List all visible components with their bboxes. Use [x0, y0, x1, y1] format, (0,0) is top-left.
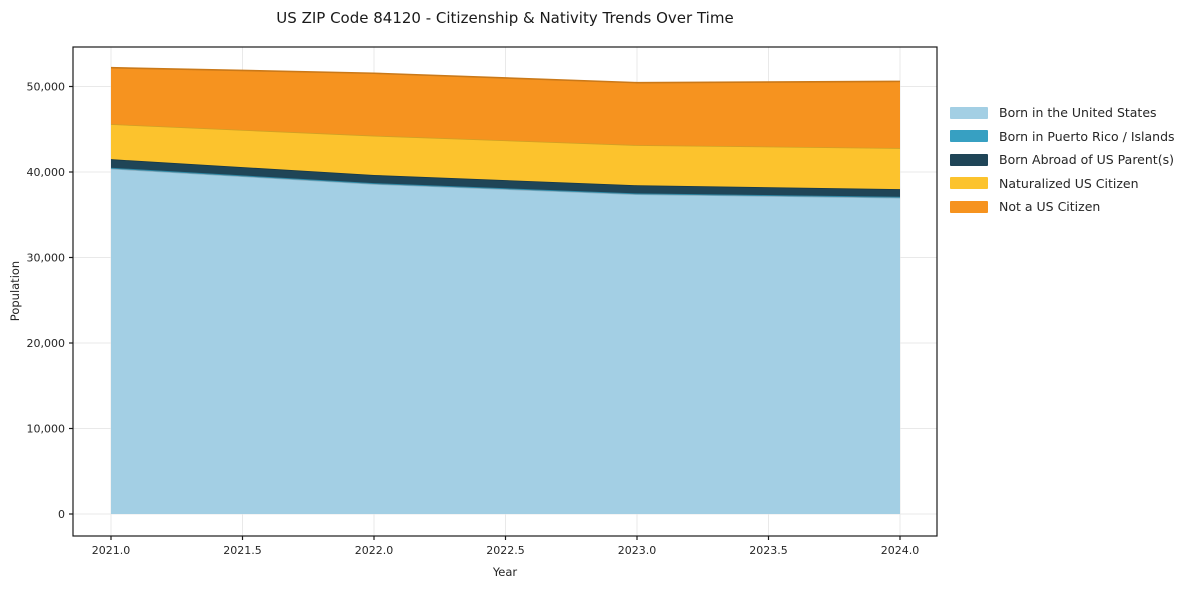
legend-label: Naturalized US Citizen: [999, 175, 1139, 191]
x-tick-label: 2021.5: [223, 544, 262, 557]
x-tick-label: 2021.0: [92, 544, 131, 557]
chart-title: US ZIP Code 84120 - Citizenship & Nativi…: [276, 9, 734, 27]
area-series-4-edge: [110, 66, 901, 84]
legend-swatch: [950, 200, 988, 213]
x-tick-label: 2024.0: [881, 544, 920, 557]
legend-swatch: [950, 106, 988, 119]
x-tick-label: 2022.5: [486, 544, 525, 557]
y-tick-label: 40,000: [27, 166, 66, 179]
legend-item-2: Born Abroad of US Parent(s): [950, 148, 1175, 172]
legend-item-4: Not a US Citizen: [950, 195, 1175, 219]
legend: Born in the United States Born in Puerto …: [950, 101, 1175, 219]
y-tick-label: 0: [58, 508, 65, 521]
y-axis-label: Population: [8, 260, 22, 322]
legend-item-1: Born in Puerto Rico / Islands: [950, 125, 1175, 149]
legend-swatch: [950, 130, 988, 143]
legend-label: Not a US Citizen: [999, 199, 1101, 215]
y-tick-label: 10,000: [27, 423, 66, 436]
x-tick-label: 2023.0: [618, 544, 657, 557]
y-tick-label: 50,000: [27, 81, 66, 94]
legend-swatch: [950, 153, 988, 166]
legend-item-0: Born in the United States: [950, 101, 1175, 125]
x-axis-label: Year: [492, 565, 518, 579]
legend-label: Born in Puerto Rico / Islands: [999, 128, 1175, 144]
x-tick-label: 2022.0: [355, 544, 394, 557]
x-tick-label: 2023.5: [749, 544, 788, 557]
legend-item-3: Naturalized US Citizen: [950, 172, 1175, 196]
legend-label: Born in the United States: [999, 105, 1157, 121]
area-series-0: [111, 168, 900, 515]
area-series-3: [111, 124, 900, 190]
legend-label: Born Abroad of US Parent(s): [999, 152, 1174, 168]
y-tick-label: 30,000: [27, 252, 66, 265]
y-tick-label: 20,000: [27, 337, 66, 350]
area-series-2: [111, 159, 900, 197]
area-series-4: [111, 67, 900, 149]
legend-swatch: [950, 177, 988, 190]
